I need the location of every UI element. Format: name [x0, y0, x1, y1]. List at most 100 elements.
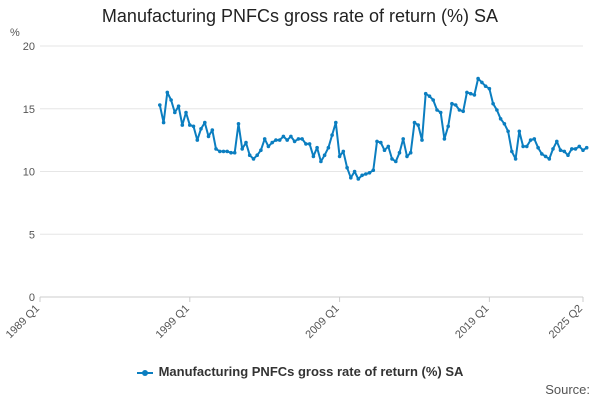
- data-point[interactable]: [195, 138, 200, 142]
- data-point[interactable]: [547, 157, 552, 161]
- data-point[interactable]: [498, 117, 503, 121]
- data-point[interactable]: [483, 84, 488, 88]
- data-point[interactable]: [277, 138, 282, 142]
- data-point[interactable]: [375, 139, 379, 144]
- data-point[interactable]: [315, 145, 319, 150]
- data-point[interactable]: [203, 120, 207, 125]
- data-point[interactable]: [379, 140, 383, 145]
- data-point[interactable]: [465, 90, 469, 95]
- data-point[interactable]: [525, 144, 529, 149]
- data-point[interactable]: [502, 122, 507, 126]
- data-point[interactable]: [423, 91, 428, 96]
- data-point[interactable]: [397, 150, 402, 155]
- data-point[interactable]: [191, 124, 196, 129]
- data-point[interactable]: [184, 110, 188, 115]
- data-point[interactable]: [360, 173, 364, 178]
- data-point[interactable]: [341, 149, 346, 154]
- data-point[interactable]: [506, 129, 510, 134]
- data-point[interactable]: [188, 123, 192, 127]
- data-point[interactable]: [281, 134, 286, 139]
- data-point[interactable]: [292, 139, 297, 144]
- data-point[interactable]: [311, 154, 316, 159]
- data-point[interactable]: [431, 98, 436, 102]
- data-point[interactable]: [450, 101, 454, 106]
- data-point[interactable]: [435, 108, 439, 112]
- data-point[interactable]: [307, 142, 312, 146]
- data-point[interactable]: [562, 149, 567, 154]
- data-point[interactable]: [480, 80, 484, 85]
- data-point[interactable]: [251, 157, 256, 161]
- data-point[interactable]: [438, 110, 443, 115]
- data-point[interactable]: [319, 159, 323, 164]
- data-point[interactable]: [543, 154, 548, 159]
- data-point[interactable]: [218, 149, 222, 154]
- data-point[interactable]: [566, 153, 570, 157]
- data-point[interactable]: [427, 94, 432, 98]
- data-point[interactable]: [300, 137, 304, 141]
- data-point[interactable]: [536, 145, 540, 150]
- data-point[interactable]: [461, 109, 466, 114]
- data-point[interactable]: [345, 165, 349, 170]
- data-point[interactable]: [180, 123, 185, 127]
- data-point[interactable]: [334, 120, 338, 125]
- data-point[interactable]: [364, 172, 368, 176]
- data-point[interactable]: [472, 93, 477, 97]
- data-point[interactable]: [573, 147, 578, 151]
- data-point[interactable]: [416, 123, 421, 127]
- data-point[interactable]: [259, 148, 263, 152]
- data-point[interactable]: [412, 120, 417, 125]
- data-point[interactable]: [199, 127, 203, 131]
- data-point[interactable]: [532, 137, 537, 141]
- data-point[interactable]: [244, 140, 248, 145]
- data-point[interactable]: [394, 159, 398, 164]
- data-point[interactable]: [420, 138, 424, 142]
- data-point[interactable]: [214, 147, 218, 151]
- legend[interactable]: Manufacturing PNFCs gross rate of return…: [0, 364, 600, 379]
- data-point[interactable]: [581, 148, 585, 152]
- data-point[interactable]: [158, 103, 162, 107]
- data-point[interactable]: [240, 147, 244, 151]
- data-point[interactable]: [221, 149, 226, 154]
- data-point[interactable]: [390, 157, 394, 161]
- data-point[interactable]: [165, 90, 170, 95]
- data-point[interactable]: [173, 110, 177, 115]
- data-point[interactable]: [270, 140, 275, 145]
- data-point[interactable]: [468, 91, 473, 96]
- data-point[interactable]: [401, 137, 406, 141]
- data-point[interactable]: [367, 171, 372, 175]
- data-point[interactable]: [510, 149, 514, 154]
- data-point[interactable]: [262, 137, 267, 141]
- data-point[interactable]: [551, 147, 555, 151]
- data-point[interactable]: [326, 145, 331, 150]
- data-point[interactable]: [322, 153, 327, 157]
- data-point[interactable]: [476, 76, 480, 81]
- data-point[interactable]: [386, 144, 391, 149]
- data-point[interactable]: [330, 133, 334, 137]
- data-point[interactable]: [176, 104, 181, 108]
- data-point[interactable]: [558, 148, 563, 152]
- data-point[interactable]: [517, 129, 522, 134]
- data-point[interactable]: [495, 108, 499, 112]
- data-point[interactable]: [352, 169, 357, 174]
- data-point[interactable]: [225, 149, 229, 154]
- data-point[interactable]: [210, 128, 215, 132]
- data-point[interactable]: [570, 147, 574, 151]
- data-point[interactable]: [584, 145, 589, 150]
- data-point[interactable]: [289, 134, 293, 139]
- data-point[interactable]: [528, 138, 533, 142]
- data-point[interactable]: [446, 124, 451, 129]
- data-point[interactable]: [255, 153, 259, 157]
- data-point[interactable]: [408, 150, 413, 155]
- data-point[interactable]: [247, 153, 252, 157]
- data-point[interactable]: [521, 144, 525, 149]
- data-point[interactable]: [236, 122, 241, 126]
- data-point[interactable]: [453, 103, 458, 107]
- data-point[interactable]: [442, 137, 447, 141]
- data-point[interactable]: [491, 101, 495, 106]
- data-point[interactable]: [274, 138, 278, 142]
- data-point[interactable]: [229, 150, 233, 155]
- series-line[interactable]: [158, 77, 588, 180]
- data-point[interactable]: [540, 152, 544, 156]
- data-point[interactable]: [577, 144, 582, 149]
- data-point[interactable]: [457, 108, 462, 112]
